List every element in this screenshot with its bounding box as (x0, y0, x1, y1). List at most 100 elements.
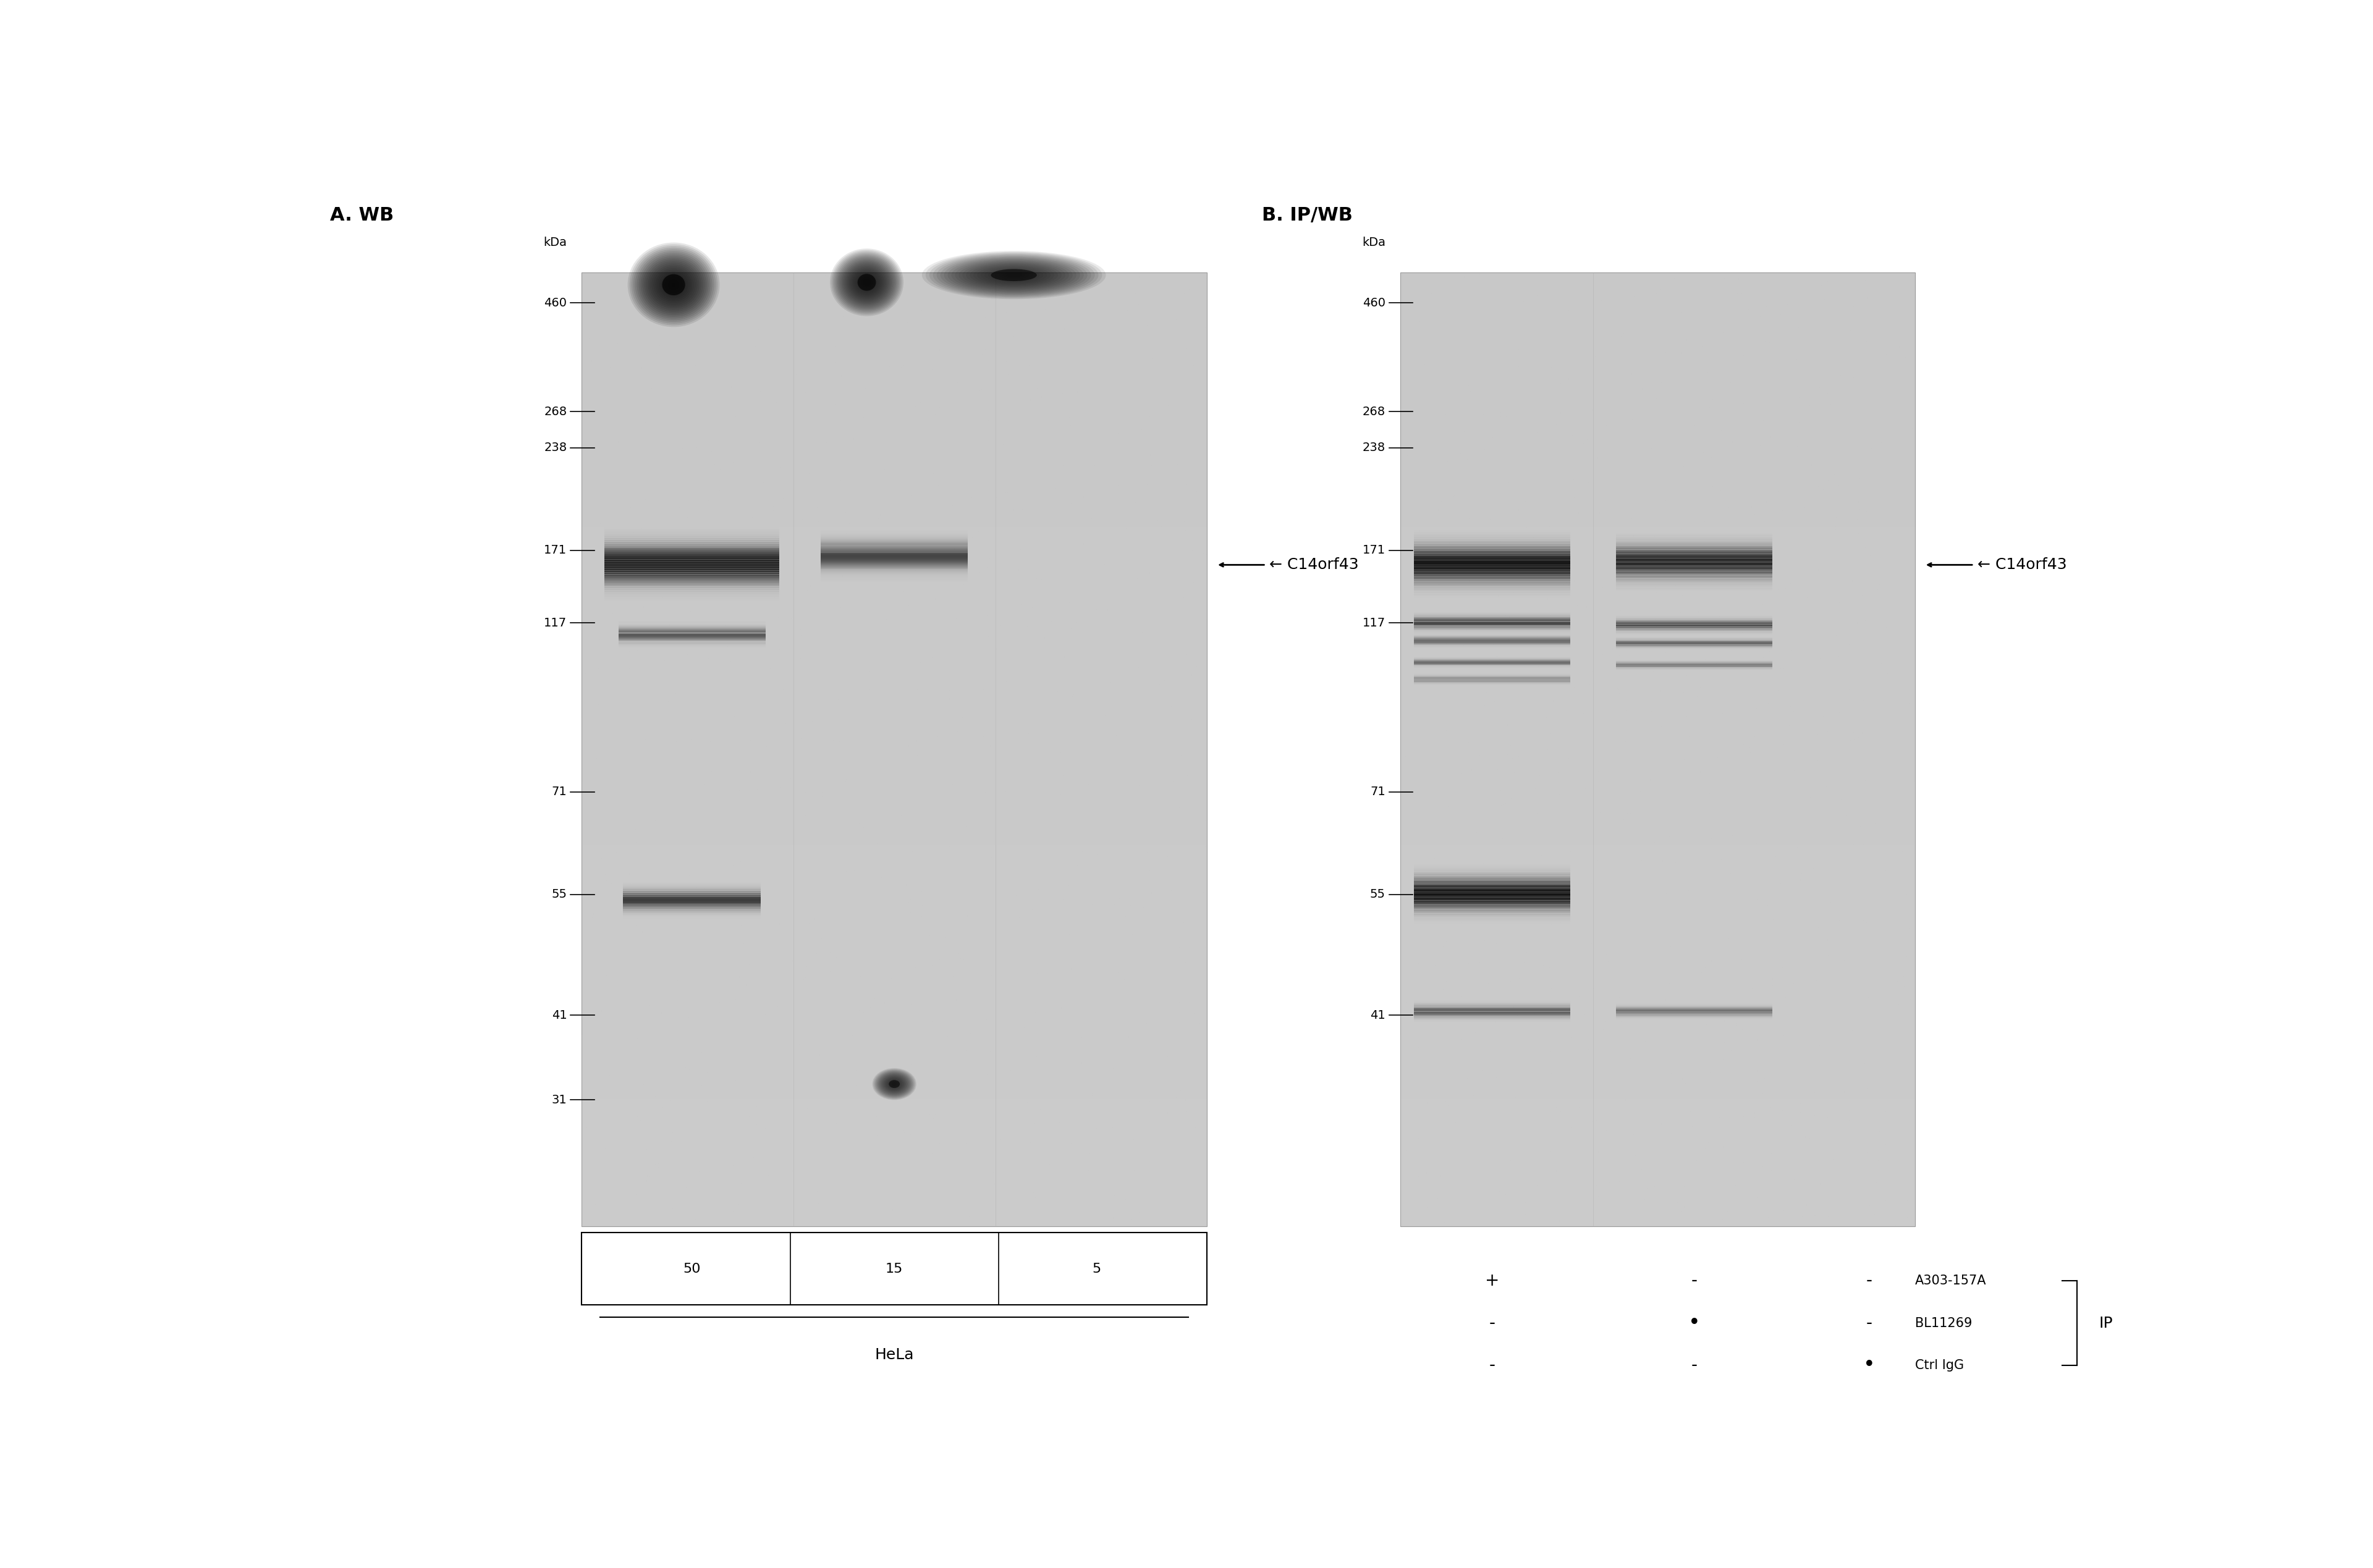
Ellipse shape (883, 1076, 904, 1091)
Bar (1616, 536, 1773, 539)
Ellipse shape (952, 259, 1077, 292)
Bar (1414, 560, 1571, 563)
Ellipse shape (857, 274, 876, 290)
Bar (581, 527, 1208, 558)
Ellipse shape (643, 257, 702, 312)
Ellipse shape (629, 245, 717, 325)
Bar (1616, 555, 1773, 558)
Bar (821, 568, 968, 571)
Bar (1616, 577, 1773, 580)
Text: HeLa: HeLa (876, 1347, 914, 1363)
Bar (1616, 533, 1773, 536)
Bar (581, 1195, 1208, 1226)
Ellipse shape (937, 256, 1092, 295)
Ellipse shape (940, 256, 1087, 295)
Bar (624, 881, 762, 883)
Bar (1616, 566, 1773, 568)
Bar (1616, 585, 1773, 586)
Bar (1616, 544, 1773, 547)
Bar (1414, 881, 1571, 884)
Bar (605, 549, 778, 552)
Bar (1400, 1068, 1915, 1099)
Bar (581, 654, 1208, 685)
Bar (821, 547, 968, 549)
Text: 238: 238 (1362, 442, 1386, 453)
Bar (821, 563, 968, 566)
Bar (821, 561, 968, 564)
Bar (1616, 571, 1773, 574)
Bar (821, 566, 968, 569)
Bar (1414, 914, 1571, 916)
Bar (1616, 558, 1773, 561)
Bar (821, 547, 968, 550)
Bar (821, 538, 968, 539)
Bar (1616, 582, 1773, 585)
Bar (581, 1131, 1208, 1163)
Bar (624, 911, 762, 913)
Ellipse shape (634, 248, 714, 321)
Bar (821, 574, 968, 577)
Text: -: - (1488, 1356, 1495, 1374)
Ellipse shape (925, 252, 1101, 298)
Bar (1616, 580, 1773, 583)
Bar (605, 580, 778, 583)
Bar (821, 554, 968, 555)
Bar (1414, 544, 1571, 547)
Ellipse shape (643, 256, 705, 314)
Bar (1414, 561, 1571, 564)
Bar (1414, 884, 1571, 887)
Bar (1414, 866, 1571, 869)
Bar (1616, 564, 1773, 566)
Bar (821, 560, 968, 561)
Bar (821, 544, 968, 546)
Ellipse shape (876, 1069, 914, 1098)
Text: •: • (1687, 1312, 1701, 1333)
Bar (605, 579, 778, 582)
Ellipse shape (657, 270, 691, 299)
Bar (624, 900, 762, 902)
Bar (1414, 539, 1571, 541)
Bar (1400, 1131, 1915, 1163)
Bar (821, 560, 968, 563)
Text: -: - (1865, 1314, 1872, 1331)
Text: 268: 268 (1362, 406, 1386, 417)
Bar (821, 530, 968, 532)
Bar (624, 894, 762, 895)
Ellipse shape (959, 260, 1068, 290)
Bar (605, 593, 778, 596)
Bar (1414, 895, 1571, 897)
Bar (1400, 464, 1915, 495)
Bar (1414, 588, 1571, 591)
Ellipse shape (930, 252, 1099, 298)
Bar (605, 588, 778, 593)
Bar (821, 554, 968, 557)
Bar (821, 550, 968, 552)
Bar (581, 814, 1208, 845)
Bar (1414, 867, 1571, 870)
Bar (1616, 539, 1773, 543)
Bar (624, 916, 762, 917)
Bar (1414, 555, 1571, 558)
Bar (605, 564, 778, 569)
Bar (624, 917, 762, 919)
Bar (1414, 913, 1571, 914)
Bar (1400, 877, 1915, 908)
Bar (1400, 495, 1915, 527)
Bar (605, 550, 778, 554)
Ellipse shape (954, 260, 1073, 290)
Bar (1414, 903, 1571, 906)
Bar (1414, 558, 1571, 561)
Text: -: - (1692, 1272, 1697, 1289)
Text: kDa: kDa (1362, 237, 1386, 248)
Bar (1414, 917, 1571, 920)
Ellipse shape (878, 1073, 911, 1096)
Bar (1414, 571, 1571, 574)
Bar (624, 905, 762, 906)
Bar (821, 536, 968, 539)
Bar (1400, 750, 1915, 781)
Ellipse shape (873, 1068, 916, 1101)
Ellipse shape (840, 259, 892, 307)
Bar (1616, 554, 1773, 557)
Bar (605, 569, 778, 572)
Bar (605, 555, 778, 558)
